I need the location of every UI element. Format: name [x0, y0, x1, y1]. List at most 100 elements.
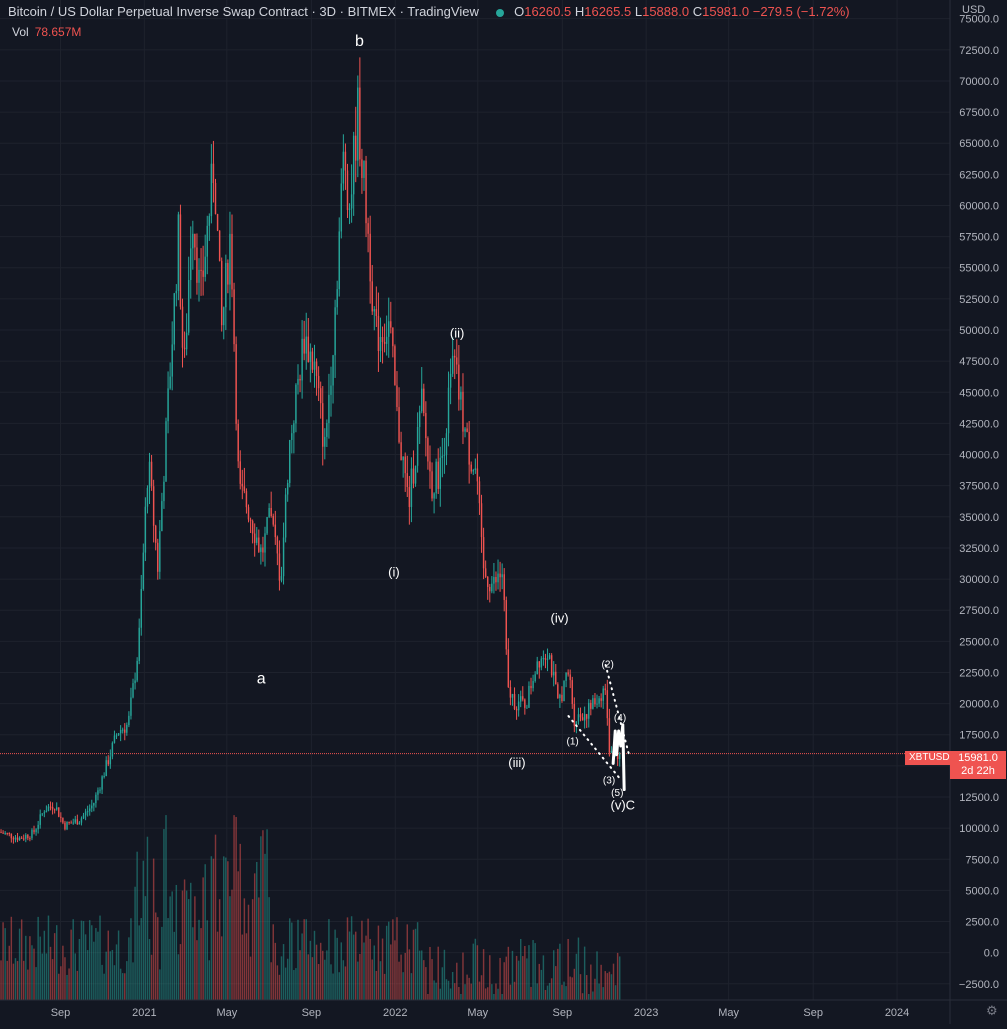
- x-tick-label: 2022: [383, 1007, 407, 1019]
- candle-body: [519, 696, 522, 702]
- volume-bar: [165, 815, 167, 1000]
- candle-body: [425, 413, 427, 439]
- volume-bar: [495, 983, 497, 1000]
- candle-body: [602, 688, 604, 701]
- candle-body: [346, 170, 349, 210]
- candle-body: [124, 729, 126, 733]
- volume-bar: [53, 933, 56, 1000]
- x-tick-label: Sep: [302, 1007, 322, 1019]
- candle-body: [565, 672, 567, 681]
- candle-body: [334, 307, 336, 356]
- volume-bar: [608, 971, 611, 1000]
- candle-body: [117, 733, 120, 736]
- candle-body: [247, 507, 250, 520]
- candle-body: [196, 247, 198, 283]
- time-axis[interactable]: Sep 2021 May Sep 2022 May Sep 2023 May Sep 2024: [51, 1007, 910, 1019]
- candle-body: [157, 542, 159, 572]
- volume-bar: [278, 974, 281, 1000]
- volume-bar: [383, 973, 386, 1000]
- y-tick-label: 32500.0: [959, 543, 999, 555]
- volume-bar: [359, 953, 361, 1000]
- y-tick-label: 57500.0: [959, 232, 999, 244]
- candle-body: [299, 378, 301, 381]
- candle-body: [398, 407, 400, 443]
- candle-body: [10, 833, 13, 839]
- candle-body: [33, 829, 35, 833]
- candle-body: [594, 698, 596, 705]
- candle-body: [93, 803, 95, 806]
- candle-body: [437, 461, 439, 489]
- volume-bar: [117, 930, 120, 1000]
- volume-bar: [352, 934, 355, 1000]
- candle-body: [528, 685, 530, 708]
- candle-body: [84, 811, 87, 816]
- volume-bar: [25, 935, 27, 1000]
- currency-label[interactable]: USD: [962, 4, 986, 16]
- volume-bar: [559, 943, 561, 1000]
- volume-bar: [447, 980, 450, 1000]
- candle-body: [575, 721, 578, 726]
- wave-label: (3): [603, 775, 615, 786]
- open-label: O: [514, 4, 525, 19]
- candle-body: [383, 341, 386, 344]
- y-tick-label: 40000.0: [959, 450, 999, 462]
- volume-bar: [284, 967, 287, 1000]
- candle-body: [272, 516, 274, 525]
- candle-body: [115, 735, 118, 737]
- volume-bar: [381, 938, 384, 1000]
- volume-bar: [588, 994, 590, 1000]
- volume-bar: [237, 871, 239, 1000]
- volume-bar: [526, 958, 528, 1000]
- candle-body: [138, 627, 140, 661]
- grid: [0, 0, 950, 1000]
- y-tick-label: 37500.0: [959, 481, 999, 493]
- volume-bar: [522, 956, 524, 1000]
- volume-bar: [544, 990, 547, 1000]
- high-label: H: [574, 4, 585, 19]
- volume-bar: [171, 891, 173, 1000]
- candle-body: [416, 426, 419, 466]
- candle-body: [484, 568, 487, 577]
- candle-body: [534, 674, 536, 682]
- change-value: −279.5 (−1.72%): [752, 4, 850, 19]
- ohlc-values: O16260.5 H16265.5 L15888.0 C15981.0 −279…: [514, 4, 850, 19]
- candle-body: [91, 805, 93, 809]
- volume-bar: [70, 929, 72, 1000]
- y-tick-label: 20000.0: [959, 699, 999, 711]
- candle-body: [526, 707, 528, 709]
- volume-bar: [204, 864, 206, 1000]
- candle-body: [239, 461, 241, 484]
- volume-bar: [511, 950, 514, 1000]
- volume-bar: [264, 853, 266, 1000]
- candle-body: [66, 821, 68, 830]
- candles: [0, 57, 621, 844]
- candle-body: [377, 316, 380, 351]
- volume-bar: [357, 961, 359, 1000]
- candle-body: [60, 816, 62, 818]
- wave-label: (2): [602, 659, 614, 670]
- volume-bar: [443, 949, 446, 1000]
- y-tick-label: 72500.0: [959, 45, 999, 57]
- projected-wave: [611, 723, 626, 792]
- candle-body: [126, 725, 128, 733]
- volume-bar: [313, 930, 316, 1000]
- volume-bar: [163, 829, 165, 1000]
- volume-bar: [266, 829, 268, 1000]
- y-tick-label: 0.0: [984, 948, 999, 960]
- volume-bar: [363, 942, 365, 1000]
- candle-body: [408, 486, 411, 507]
- gear-icon[interactable]: ⚙: [986, 1003, 998, 1018]
- candle-body: [435, 461, 437, 494]
- candle-body: [53, 809, 56, 811]
- candle-body: [441, 455, 444, 458]
- candle-body: [319, 388, 322, 404]
- candle-body: [431, 471, 433, 499]
- volume-bar: [431, 959, 433, 1000]
- candle-body: [12, 838, 15, 840]
- candle-body: [256, 537, 258, 543]
- candle-body: [43, 812, 46, 814]
- volume-bar: [433, 980, 435, 1000]
